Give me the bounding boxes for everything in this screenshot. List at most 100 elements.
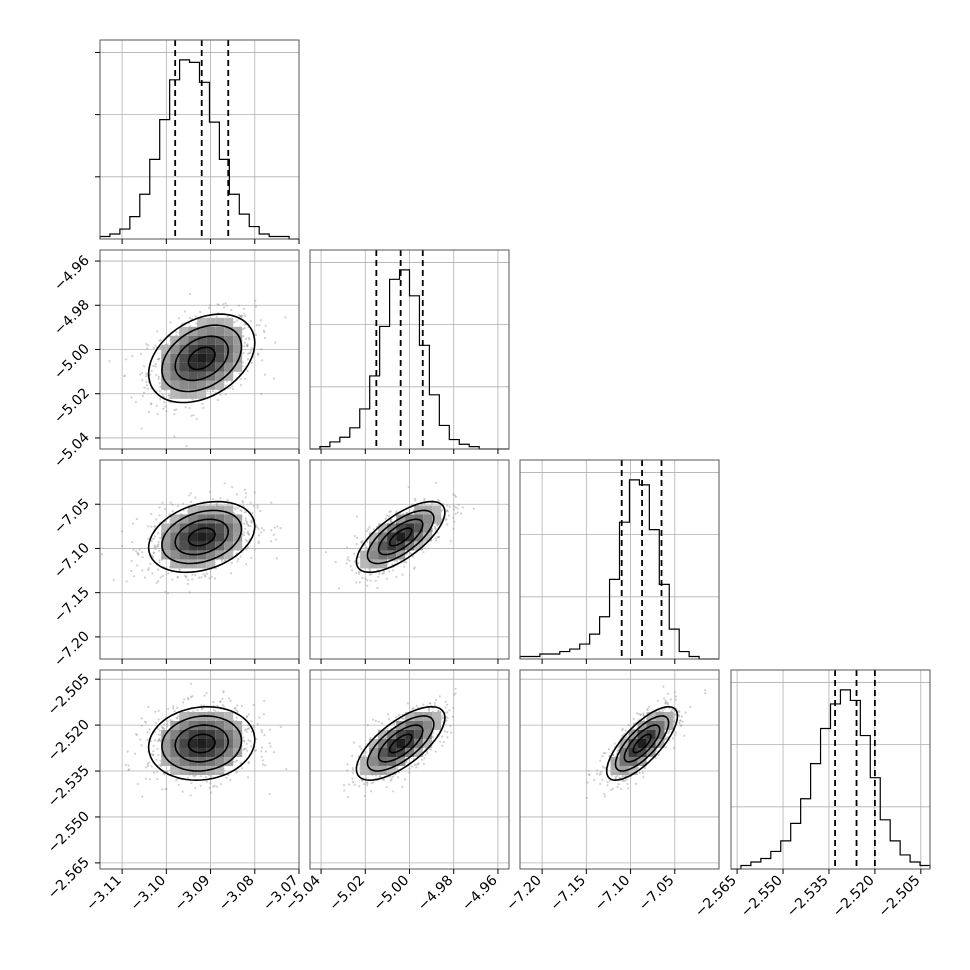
scatter-point: [366, 783, 369, 787]
density-cell: [188, 362, 198, 372]
density-cell: [387, 738, 397, 748]
scatter-point: [161, 788, 164, 791]
scatter-point: [593, 778, 596, 782]
density-cell: [414, 532, 424, 542]
scatter-point: [166, 592, 170, 595]
panel-2-2: [519, 459, 720, 664]
scatter-point: [132, 522, 135, 525]
scatter-point: [151, 572, 154, 575]
scatter-point: [260, 728, 263, 732]
scatter-point: [211, 390, 215, 393]
scatter-point: [431, 735, 435, 739]
scatter-point: [187, 698, 190, 701]
density-cell: [215, 505, 225, 515]
scatter-point: [147, 525, 150, 528]
scatter-point: [250, 361, 253, 364]
scatter-point: [244, 519, 247, 522]
scatter-point: [397, 765, 400, 768]
scatter-point: [144, 777, 148, 780]
scatter-point: [432, 731, 435, 734]
scatter-point: [112, 578, 115, 582]
density-cell: [405, 747, 415, 757]
scatter-point: [434, 526, 437, 530]
scatter-point: [395, 575, 398, 579]
density-cell: [197, 550, 207, 560]
scatter-point: [189, 794, 192, 797]
density-cell: [170, 353, 180, 363]
scatter-point: [206, 389, 209, 392]
scatter-point: [242, 335, 245, 338]
density-cell: [170, 335, 180, 345]
scatter-point: [250, 347, 253, 350]
scatter-point: [240, 314, 243, 317]
scatter-point: [456, 511, 459, 514]
scatter-point: [208, 786, 211, 790]
scatter-point: [200, 707, 203, 710]
scatter-point: [147, 410, 151, 414]
scatter-point: [351, 768, 355, 771]
contour-level-1: [174, 335, 230, 382]
scatter-point: [259, 509, 262, 513]
scatter-point: [154, 344, 157, 347]
scatter-point: [253, 504, 256, 508]
density-cell: [396, 729, 406, 739]
scatter-point: [163, 401, 166, 404]
scatter-point: [679, 724, 682, 727]
scatter-point: [240, 767, 244, 770]
scatter-point: [132, 575, 136, 578]
scatter-point: [358, 581, 361, 584]
density-cell: [179, 550, 189, 560]
density-cell: [206, 550, 216, 560]
scatter-point: [406, 702, 409, 705]
scatter-point: [355, 581, 358, 584]
scatter-point: [252, 726, 255, 729]
scatter-point: [157, 709, 160, 713]
scatter-point: [351, 766, 354, 770]
scatter-point: [140, 427, 143, 430]
scatter-point: [360, 747, 363, 750]
scatter-point: [154, 525, 157, 528]
scatter-point: [622, 775, 625, 778]
scatter-point: [247, 762, 250, 765]
scatter-point: [175, 331, 178, 334]
density-cell: [161, 362, 171, 372]
density-cell: [188, 532, 198, 542]
density-cell: [387, 550, 397, 560]
scatter-point: [171, 578, 174, 581]
scatter-point: [236, 704, 239, 707]
scatter-point: [246, 749, 249, 752]
scatter-point: [154, 710, 157, 713]
scatter-point: [165, 787, 168, 790]
density-cell: [206, 353, 216, 363]
scatter-point: [156, 739, 160, 743]
density-cell: [405, 514, 415, 524]
scatter-point: [246, 540, 249, 543]
scatter-point: [368, 525, 371, 528]
scatter-point: [177, 317, 180, 320]
scatter-point: [187, 710, 190, 713]
scatter-point: [423, 757, 426, 760]
scatter-point: [136, 782, 139, 786]
scatter-point: [200, 576, 203, 579]
scatter-point: [438, 695, 441, 698]
scatter-point: [157, 733, 160, 736]
scatter-point: [221, 697, 224, 701]
scatter-point: [157, 543, 160, 546]
density-cell: [215, 738, 225, 748]
scatter-point: [390, 778, 393, 781]
scatter-point: [257, 542, 260, 545]
scatter-point: [260, 527, 263, 530]
scatter-point: [163, 723, 166, 726]
scatter-point: [158, 514, 161, 517]
scatter-point: [444, 706, 447, 709]
scatter-point: [244, 377, 247, 380]
scatter-point: [435, 523, 438, 526]
scatter-point: [152, 537, 155, 541]
scatter-point: [413, 566, 416, 569]
scatter-point: [147, 764, 150, 768]
scatter-point: [234, 707, 237, 710]
scatter-point: [402, 717, 405, 721]
density-cell: [179, 729, 189, 739]
scatter-point: [437, 710, 440, 713]
scatter-point: [247, 739, 250, 742]
